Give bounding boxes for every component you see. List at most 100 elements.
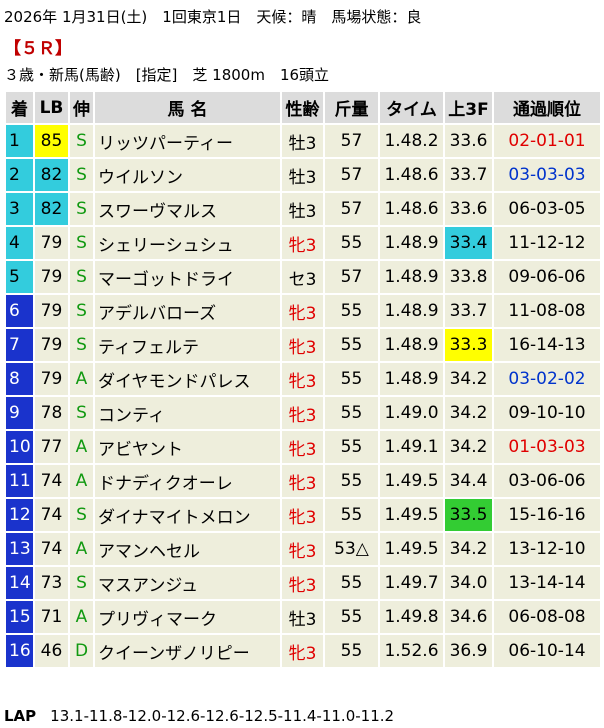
cell-time: 1.49.5 [378, 531, 445, 567]
cell-weight: 57 [323, 123, 380, 159]
cell-lb: 74 [33, 497, 70, 533]
result-row: 9 78 S コンティ 牝3 55 1.49.0 34.2 09-10-10 [4, 395, 602, 431]
cell-nobi: S [68, 327, 95, 363]
column-header: 馬 名 [93, 90, 282, 125]
cell-rank: 10 [4, 429, 35, 465]
cell-lb: 79 [33, 361, 70, 397]
cell-lb: 79 [33, 225, 70, 261]
cell-rank: 15 [4, 599, 35, 635]
cell-sex: セ3 [280, 259, 325, 295]
cell-lb: 82 [33, 157, 70, 193]
cell-f3: 34.0 [443, 565, 494, 601]
result-row: 3 82 S スワーヴマルス 牡3 57 1.48.6 33.6 06-03-05 [4, 191, 602, 227]
cell-sex: 牝3 [280, 225, 325, 261]
cell-name: ダイナマイトメロン [93, 497, 282, 533]
cell-f3: 33.5 [443, 497, 494, 533]
cell-nobi: S [68, 565, 95, 601]
cell-pass: 09-10-10 [492, 395, 602, 431]
cell-name: ティフェルテ [93, 327, 282, 363]
cell-nobi: S [68, 395, 95, 431]
cell-sex: 牡3 [280, 599, 325, 635]
cell-name: スワーヴマルス [93, 191, 282, 227]
cell-weight: 57 [323, 259, 380, 295]
cell-time: 1.48.2 [378, 123, 445, 159]
result-row: 4 79 S シェリーシュシュ 牝3 55 1.48.9 33.4 11-12-12 [4, 225, 602, 261]
cell-time: 1.52.6 [378, 633, 445, 669]
cell-lb: 73 [33, 565, 70, 601]
cell-pass: 15-16-16 [492, 497, 602, 533]
cell-weight: 57 [323, 157, 380, 193]
cell-nobi: D [68, 633, 95, 669]
cell-nobi: S [68, 259, 95, 295]
cell-rank: 14 [4, 565, 35, 601]
cell-nobi: S [68, 497, 95, 533]
cell-name: シェリーシュシュ [93, 225, 282, 261]
cell-weight: 55 [323, 497, 380, 533]
cell-rank: 8 [4, 361, 35, 397]
race-number: 【５Ｒ】 [4, 39, 72, 59]
cell-sex: 牡3 [280, 157, 325, 193]
column-header: 伸 [68, 90, 95, 125]
result-row: 6 79 S アデルバローズ 牝3 55 1.48.9 33.7 11-08-08 [4, 293, 602, 329]
cell-nobi: S [68, 225, 95, 261]
cell-lb: 79 [33, 293, 70, 329]
cell-sex: 牝3 [280, 293, 325, 329]
cell-f3: 34.6 [443, 599, 494, 635]
result-row: 5 79 S マーゴットドライ セ3 57 1.48.9 33.8 09-06-06 [4, 259, 602, 295]
cell-weight: 55 [323, 225, 380, 261]
result-row: 13 74 A アマンヘセル 牝3 53△ 1.49.5 34.2 13-12-10 [4, 531, 602, 567]
cell-name: アビヤント [93, 429, 282, 465]
cell-rank: 13 [4, 531, 35, 567]
result-row: 11 74 A ドナディクオーレ 牝3 55 1.49.5 34.4 03-06-06 [4, 463, 602, 499]
cell-lb: 78 [33, 395, 70, 431]
column-header: 着 [4, 90, 35, 125]
cell-weight: 55 [323, 293, 380, 329]
cell-pass: 13-12-10 [492, 531, 602, 567]
cell-nobi: S [68, 293, 95, 329]
cell-rank: 4 [4, 225, 35, 261]
cell-f3: 33.7 [443, 293, 494, 329]
cell-pass: 06-08-08 [492, 599, 602, 635]
cell-nobi: S [68, 157, 95, 193]
result-row: 12 74 S ダイナマイトメロン 牝3 55 1.49.5 33.5 15-16-16 [4, 497, 602, 533]
cell-time: 1.49.8 [378, 599, 445, 635]
cell-f3: 34.2 [443, 361, 494, 397]
cell-f3: 34.2 [443, 531, 494, 567]
cell-pass: 02-01-01 [492, 123, 602, 159]
column-header: タイム [378, 90, 445, 125]
cell-nobi: A [68, 429, 95, 465]
cell-lb: 71 [33, 599, 70, 635]
cell-time: 1.48.6 [378, 157, 445, 193]
cell-name: マーゴットドライ [93, 259, 282, 295]
result-row: 15 71 A プリヴィマーク 牡3 55 1.49.8 34.6 06-08-08 [4, 599, 602, 635]
cell-rank: 3 [4, 191, 35, 227]
cell-pass: 03-06-06 [492, 463, 602, 499]
cell-name: コンティ [93, 395, 282, 431]
lap-line: LAP 13.1-11.8-12.0-12.6-12.6-12.5-11.4-11… [4, 707, 394, 725]
cell-time: 1.49.5 [378, 497, 445, 533]
cell-pass: 11-12-12 [492, 225, 602, 261]
cell-weight: 57 [323, 191, 380, 227]
lap-label: LAP [4, 707, 37, 725]
cell-weight: 53△ [323, 531, 380, 567]
cell-time: 1.49.7 [378, 565, 445, 601]
cell-sex: 牝3 [280, 497, 325, 533]
cell-rank: 9 [4, 395, 35, 431]
cell-nobi: A [68, 599, 95, 635]
cell-pass: 09-06-06 [492, 259, 602, 295]
cell-lb: 85 [33, 123, 70, 159]
cell-f3: 33.7 [443, 157, 494, 193]
cell-lb: 74 [33, 463, 70, 499]
cell-rank: 11 [4, 463, 35, 499]
cell-nobi: S [68, 123, 95, 159]
cell-f3: 36.9 [443, 633, 494, 669]
cell-weight: 55 [323, 395, 380, 431]
cell-name: ドナディクオーレ [93, 463, 282, 499]
cell-rank: 1 [4, 123, 35, 159]
cell-f3: 33.8 [443, 259, 494, 295]
cell-name: ダイヤモンドパレス [93, 361, 282, 397]
cell-sex: 牝3 [280, 565, 325, 601]
cell-pass: 13-14-14 [492, 565, 602, 601]
cell-pass: 06-10-14 [492, 633, 602, 669]
